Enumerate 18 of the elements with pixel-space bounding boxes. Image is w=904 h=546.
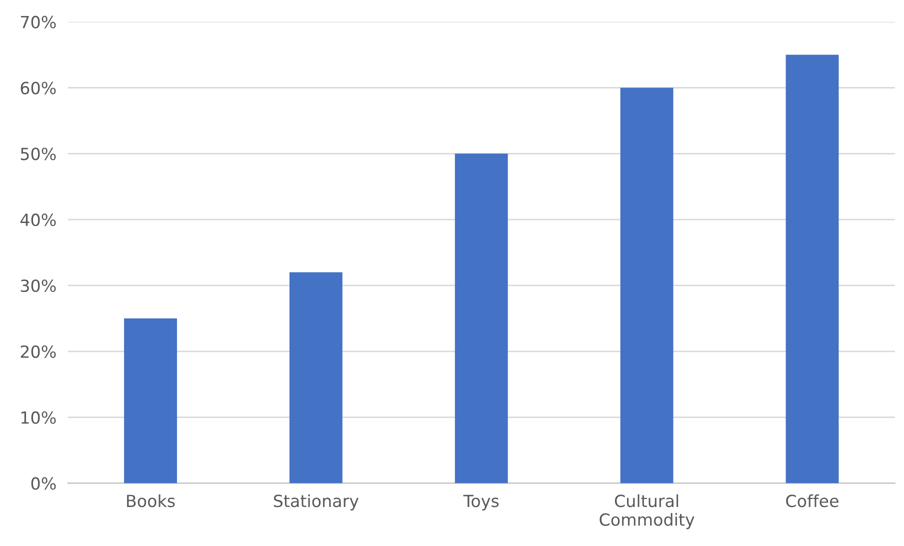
y-tick-label: 70% xyxy=(21,16,56,28)
y-tick-label: 50% xyxy=(20,148,56,160)
y-tick-label: 20% xyxy=(20,345,56,358)
x-tick-label: Coffee xyxy=(786,494,838,508)
x-tick-label: Stationary xyxy=(274,494,359,510)
y-tick-label: 10% xyxy=(21,411,56,424)
bar xyxy=(620,88,674,484)
y-tick-label: 40% xyxy=(20,214,56,226)
bar xyxy=(124,318,177,484)
x-tick-label: Books xyxy=(127,494,175,508)
y-tick-label: 60% xyxy=(20,82,56,94)
x-tick-label: Cultural Commodity xyxy=(600,494,694,530)
x-tick-label: Toys xyxy=(463,494,499,510)
y-tick-label: 0% xyxy=(31,477,56,490)
bar xyxy=(289,272,342,484)
bar xyxy=(786,54,839,484)
y-tick-label: 30% xyxy=(20,279,56,292)
bar xyxy=(454,154,508,484)
